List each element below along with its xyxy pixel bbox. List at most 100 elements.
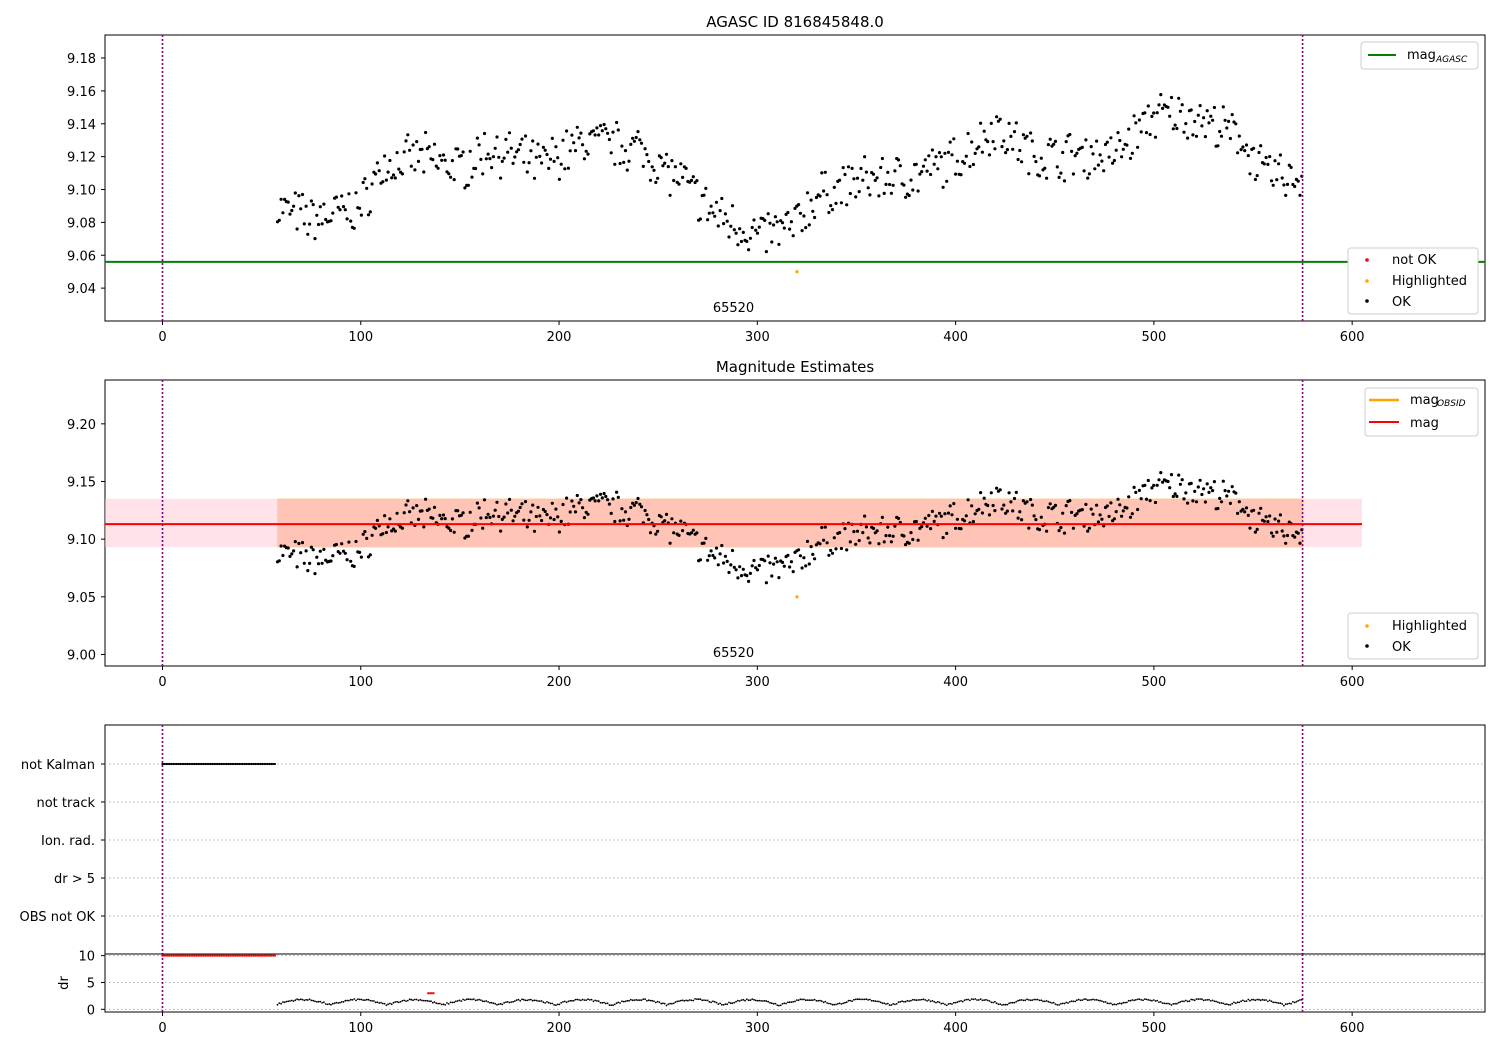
dr-point: [462, 998, 464, 1001]
ok-point: [548, 157, 553, 161]
ok-point: [993, 509, 997, 513]
dr-point: [638, 999, 641, 1001]
ok-point: [354, 539, 358, 544]
ok-point: [1207, 490, 1211, 494]
dr-point: [585, 999, 588, 1001]
dr-point: [319, 1000, 322, 1003]
dr-point: [501, 1003, 504, 1006]
dr-point: [305, 998, 307, 1001]
dr-point: [1085, 998, 1087, 1001]
ok-point: [664, 512, 669, 517]
dr-point: [1231, 1002, 1234, 1005]
ok-point: [343, 551, 347, 555]
ok-point: [750, 225, 754, 230]
dr-flagged-point: [432, 992, 435, 995]
dr-point: [348, 999, 350, 1002]
ok-point: [704, 186, 708, 190]
dr-point: [1254, 999, 1257, 1002]
dr-point: [1274, 1001, 1276, 1004]
ok-point: [1068, 132, 1072, 137]
dr-point: [590, 998, 593, 1001]
ok-point: [1136, 145, 1140, 149]
ok-point: [1061, 150, 1065, 155]
flag-point: [207, 762, 210, 766]
ok-point: [861, 178, 865, 182]
ok-point: [1002, 139, 1006, 143]
x-tick-label: 200: [547, 1021, 572, 1036]
ok-point: [766, 212, 770, 216]
dr-point: [1275, 1001, 1278, 1004]
dr-point: [961, 1000, 964, 1003]
ok-point: [511, 519, 515, 523]
dr-point: [840, 1003, 843, 1005]
dr-flagged-point: [175, 954, 178, 957]
agasc-legend-lower: not OK Highlighted OK: [1347, 247, 1479, 315]
ok-point: [538, 514, 542, 518]
flag-point: [206, 762, 209, 766]
dr-point: [433, 1001, 436, 1003]
dr-point: [551, 1002, 554, 1005]
ok-point: [290, 552, 294, 556]
dr-point: [720, 1003, 723, 1006]
ok-point: [570, 499, 574, 503]
ok-point: [1152, 483, 1156, 487]
ok-point: [302, 561, 306, 565]
flag-point: [227, 762, 230, 766]
dr-point: [1033, 998, 1035, 1001]
y-tick-label: 9.06: [67, 249, 96, 264]
ok-point: [1227, 119, 1231, 123]
ok-point: [475, 501, 479, 505]
legend-highlighted-marker: [1365, 279, 1369, 283]
dr-point: [617, 1001, 620, 1004]
dr-point: [713, 1000, 716, 1003]
dr-point: [1268, 999, 1271, 1002]
dr-point: [1163, 1002, 1166, 1005]
ok-point: [593, 499, 597, 503]
magnitude-obsid-annotation: 65520: [713, 646, 754, 661]
ok-point: [896, 158, 901, 162]
dr-point: [926, 1000, 928, 1002]
ok-point: [964, 154, 968, 158]
ok-point: [914, 162, 918, 166]
dr-point: [1020, 999, 1023, 1001]
ok-point: [1257, 150, 1261, 155]
dr-point: [965, 998, 968, 1001]
dr-point: [599, 1001, 602, 1004]
ok-point: [1180, 103, 1184, 107]
ok-point: [573, 510, 578, 514]
ok-point: [1128, 515, 1133, 519]
ok-point: [722, 222, 726, 226]
dr-flagged-point: [216, 954, 219, 957]
dr-point: [294, 999, 297, 1002]
dr-point: [910, 999, 912, 1002]
ok-point: [306, 232, 310, 236]
ok-point: [1246, 154, 1250, 158]
dr-point: [289, 1000, 291, 1002]
ok-point: [943, 151, 947, 155]
ok-point: [793, 206, 797, 210]
ok-point: [679, 519, 683, 523]
dr-point: [1049, 1001, 1052, 1004]
ok-point: [638, 502, 642, 506]
ok-point: [1248, 526, 1252, 530]
dr-point: [769, 1001, 771, 1004]
ok-point: [606, 131, 610, 135]
legend-highlighted-label: Highlighted: [1392, 619, 1467, 634]
dr-ylabel: dr: [57, 976, 72, 990]
dr-point: [690, 999, 693, 1002]
ok-point: [998, 488, 1002, 492]
dr-point: [1018, 999, 1021, 1002]
y-tick-label: 0: [87, 1003, 95, 1018]
ok-point: [804, 226, 808, 230]
dr-flagged-point: [227, 954, 230, 957]
ok-point: [1191, 133, 1195, 137]
dr-point: [560, 1001, 563, 1004]
ok-point: [1037, 174, 1042, 178]
ok-point: [854, 195, 858, 199]
ok-point: [763, 218, 767, 222]
ok-point: [1112, 517, 1116, 521]
x-tick-label: 100: [348, 330, 373, 345]
ok-point: [1045, 176, 1049, 180]
dr-point: [430, 1000, 432, 1003]
